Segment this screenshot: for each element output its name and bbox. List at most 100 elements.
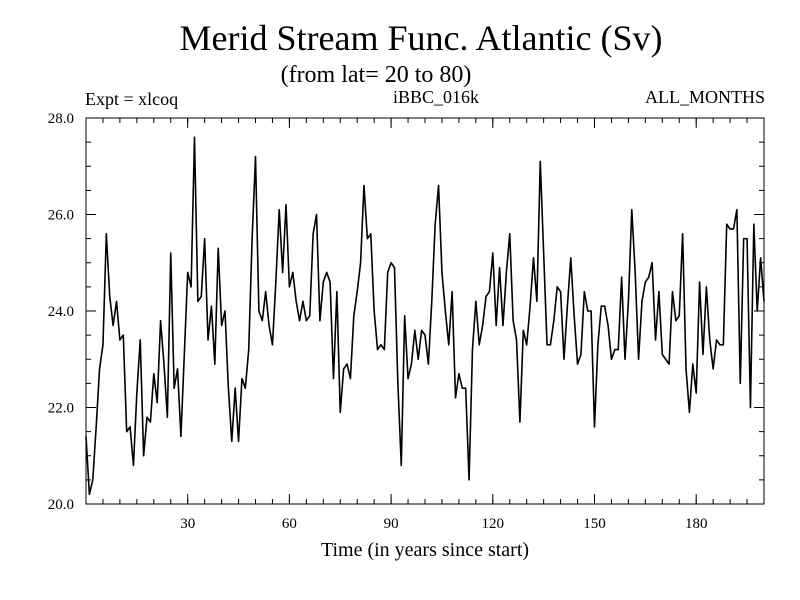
data-point <box>580 353 582 356</box>
data-point <box>743 238 745 240</box>
data-point <box>234 387 236 389</box>
data-point <box>166 416 168 418</box>
data-point <box>468 479 470 481</box>
data-point <box>312 233 314 235</box>
data-point <box>404 315 406 317</box>
data-point <box>549 344 552 346</box>
data-point <box>417 358 419 360</box>
data-point <box>573 315 575 317</box>
data-point <box>560 291 562 293</box>
data-point <box>397 382 399 384</box>
data-point <box>159 320 162 322</box>
data-point <box>109 295 111 298</box>
data-point <box>610 358 613 360</box>
data-point <box>485 295 487 298</box>
data-point <box>604 305 606 307</box>
data-point <box>526 344 528 346</box>
data-point <box>393 266 396 269</box>
data-point <box>495 324 497 327</box>
data-point <box>698 281 701 283</box>
data-point <box>461 387 463 389</box>
data-point <box>292 271 294 273</box>
data-point <box>197 300 199 302</box>
data-point <box>143 455 145 457</box>
data-point <box>651 262 653 264</box>
data-point <box>590 310 592 312</box>
data-point <box>617 349 619 351</box>
data-point <box>478 344 480 346</box>
data-point <box>529 305 531 307</box>
data-point <box>217 247 219 249</box>
data-point <box>539 160 541 163</box>
data-point <box>400 464 402 466</box>
data-point <box>88 493 90 495</box>
data-point <box>322 281 324 283</box>
data-point <box>614 349 616 351</box>
data-point <box>149 421 152 423</box>
data-point <box>512 320 514 322</box>
data-point <box>692 363 694 365</box>
data-point <box>282 271 284 273</box>
data-point <box>498 266 501 269</box>
data-point <box>671 291 674 293</box>
data-point <box>237 440 240 442</box>
data-point <box>98 368 101 370</box>
data-point <box>414 329 416 331</box>
data-point <box>265 291 267 293</box>
data-point <box>631 209 633 211</box>
data-point <box>760 257 762 259</box>
data-point <box>621 276 623 278</box>
data-point <box>302 300 304 302</box>
data-point <box>597 344 599 346</box>
data-point <box>729 228 731 230</box>
y-tick-label: 20.0 <box>48 497 74 513</box>
x-tick-label: 120 <box>482 516 505 532</box>
x-tick-label: 60 <box>282 516 297 532</box>
data-point <box>353 315 355 317</box>
data-point <box>95 426 97 428</box>
data-point <box>719 344 721 346</box>
data-point <box>739 382 741 384</box>
data-point <box>332 377 335 380</box>
data-point <box>173 387 175 389</box>
data-point <box>641 300 643 302</box>
data-point <box>421 329 423 331</box>
data-point <box>441 271 443 273</box>
series-group <box>85 136 765 496</box>
data-point <box>183 353 185 356</box>
data-point <box>153 373 155 375</box>
data-point <box>295 300 297 302</box>
data-point <box>665 358 667 360</box>
data-point <box>566 305 568 307</box>
data-point <box>244 387 246 389</box>
data-point <box>410 363 413 365</box>
data-point <box>502 324 504 327</box>
data-point <box>346 363 348 365</box>
data-point <box>688 411 691 413</box>
data-point <box>383 349 385 351</box>
data-point <box>115 300 118 302</box>
data-point <box>349 377 352 380</box>
data-point <box>329 281 331 283</box>
period-label: ALL_MONTHS <box>645 87 765 107</box>
data-point <box>278 209 280 211</box>
data-point <box>509 233 511 235</box>
data-point <box>627 300 630 302</box>
data-point <box>224 310 226 312</box>
data-point <box>488 291 491 293</box>
data-point <box>702 353 704 356</box>
chart-subtitle: (from lat= 20 to 80) <box>281 62 472 88</box>
data-point <box>722 344 724 346</box>
data-point <box>275 281 277 283</box>
data-point <box>427 363 429 365</box>
x-tick-label: 180 <box>685 516 708 532</box>
data-point <box>373 310 375 312</box>
data-point <box>607 324 609 327</box>
data-point <box>326 271 328 273</box>
data-point <box>170 252 172 254</box>
data-point <box>315 213 318 216</box>
data-point <box>431 300 433 302</box>
data-point <box>180 435 182 438</box>
data-point <box>380 344 382 346</box>
data-point <box>563 358 565 360</box>
